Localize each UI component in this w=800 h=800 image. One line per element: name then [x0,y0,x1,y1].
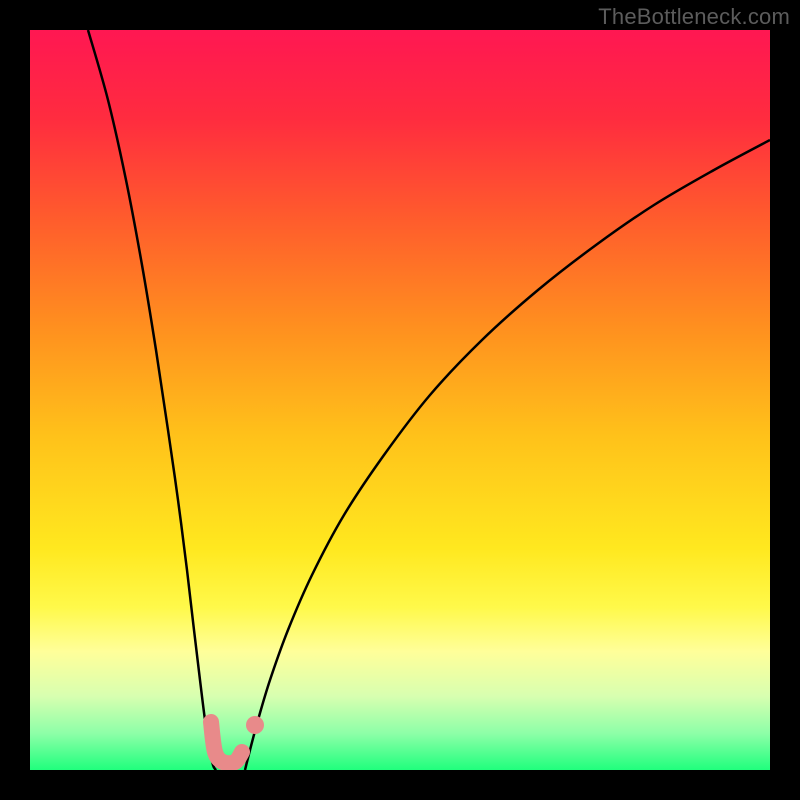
curve-right-branch [245,140,770,770]
bottleneck-curves [30,30,770,770]
curve-left-branch [88,30,216,770]
chart-frame: TheBottleneck.com [0,0,800,800]
optimal-marker-dot [246,716,264,734]
optimal-marker-l [211,722,242,763]
watermark-text: TheBottleneck.com [598,4,790,30]
plot-area [30,30,770,770]
